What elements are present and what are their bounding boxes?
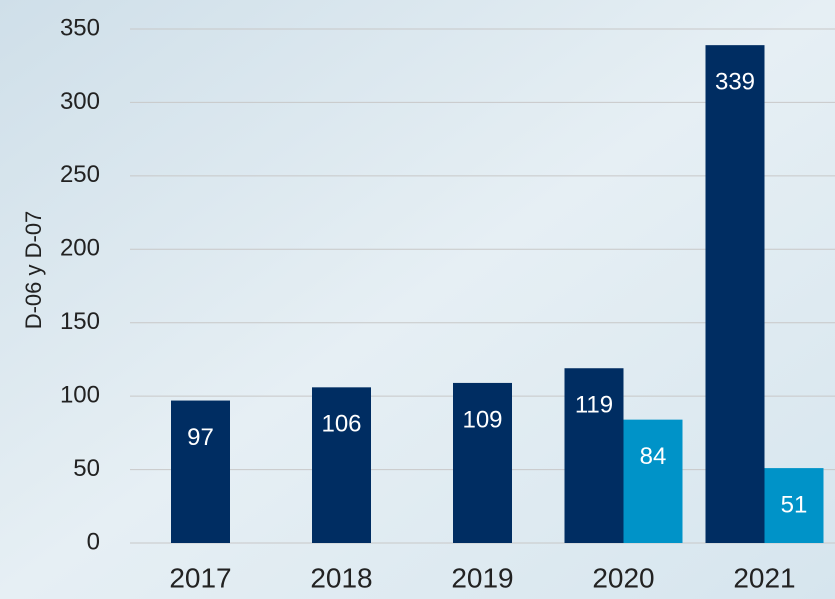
x-tick-label: 2017 — [169, 562, 231, 593]
y-tick-label: 0 — [87, 528, 100, 555]
y-tick-label: 100 — [60, 381, 100, 408]
y-tick-label: 300 — [60, 88, 100, 115]
y-tick-label: 350 — [60, 14, 100, 41]
bar — [706, 45, 765, 543]
value-label: 84 — [640, 443, 667, 470]
y-tick-label: 50 — [73, 455, 100, 482]
value-label: 109 — [462, 406, 502, 433]
bar — [171, 401, 230, 543]
value-label: 339 — [715, 68, 755, 95]
value-label: 106 — [321, 411, 361, 438]
y-tick-label: 200 — [60, 235, 100, 262]
x-tick-label: 2018 — [310, 562, 372, 593]
bar — [624, 420, 683, 543]
value-label: 119 — [575, 392, 613, 419]
value-label: 51 — [781, 491, 808, 518]
y-axis-title: D-06 y D-07 — [21, 211, 46, 330]
x-tick-label: 2019 — [451, 562, 513, 593]
x-tick-label: 2021 — [733, 562, 795, 593]
y-tick-label: 250 — [60, 161, 100, 188]
x-tick-label: 2020 — [592, 562, 654, 593]
value-label: 97 — [187, 424, 214, 451]
chart: D-06 y D-07 0 50 100 150 200 250 300 350 2017 97 2… — [0, 0, 835, 599]
y-tick-label: 150 — [60, 308, 100, 335]
